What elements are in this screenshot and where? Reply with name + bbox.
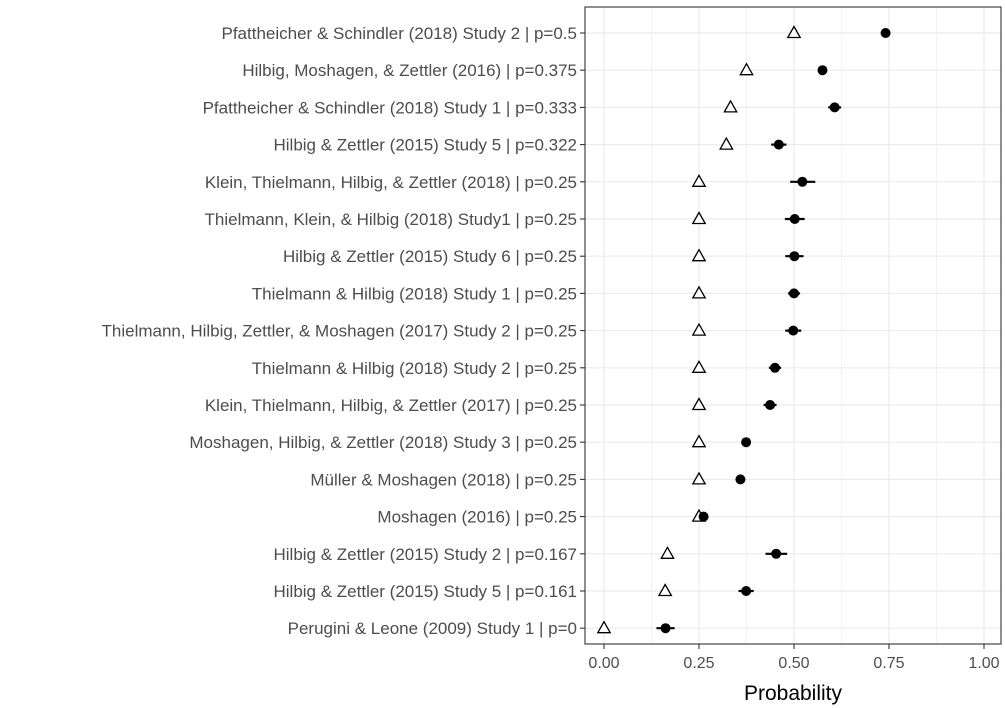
category-label: Müller & Moshagen (2018) | p=0.25 [310,470,577,489]
category-label: Hilbig & Zettler (2015) Study 5 | p=0.32… [273,136,577,155]
estimate-point [735,474,746,485]
category-label: Thielmann, Hilbig, Zettler, & Moshagen (… [102,322,578,341]
x-axis-ticks: 0.00 0.25 0.50 0.75 1.00 [588,644,1000,672]
category-label: Thielmann & Hilbig (2018) Study 1 | p=0.… [252,284,577,303]
estimate-point [829,102,840,113]
baseline-triangle [723,99,738,113]
x-tick-label: 0.25 [683,655,714,672]
estimate-point [773,139,784,150]
estimate-point [698,511,709,522]
estimate-point [797,176,808,187]
baseline-triangle [691,322,707,336]
baseline-triangle [691,434,707,448]
category-label: Thielmann, Klein, & Hilbig (2018) Study1… [205,210,578,229]
estimate-point [741,586,752,596]
estimate-point [880,28,891,38]
baseline-triangle [691,471,707,485]
estimate-point [741,437,752,448]
category-label: Klein, Thielmann, Hilbig, & Zettler (201… [205,396,577,415]
category-label: Pfattheicher & Schindler (2018) Study 1 … [203,98,577,117]
baseline-triangle [691,285,707,299]
baseline-triangle [739,62,754,76]
baseline-triangle [691,397,707,411]
category-label: Thielmann & Hilbig (2018) Study 2 | p=0.… [252,359,577,378]
category-label: Moshagen (2016) | p=0.25 [377,508,577,527]
baseline-triangle [719,136,734,150]
estimate-point [770,362,780,373]
estimate-point [789,214,800,224]
baseline-triangle [691,211,707,225]
baseline-triangle [691,173,707,187]
x-tick-label: 1.00 [968,655,999,672]
category-label: Hilbig & Zettler (2015) Study 5 | p=0.16… [273,582,577,601]
estimate-point [817,65,828,76]
estimate-point [788,325,799,336]
data-marks [596,25,891,634]
category-label: Hilbig & Zettler (2015) Study 2 | p=0.16… [273,545,577,564]
panel-border [584,6,1002,645]
category-labels: Pfattheicher & Schindler (2018) Study 2 … [102,24,585,638]
panel-background [585,7,1001,644]
category-label: Perugini & Leone (2009) Study 1 | p=0 [288,619,577,638]
x-tick-label: 0.50 [778,655,809,672]
estimate-point [771,548,782,559]
baseline-triangle [657,583,673,597]
category-label: Pfattheicher & Schindler (2018) Study 2 … [222,24,578,43]
baseline-triangle [786,25,802,39]
estimate-point [789,288,799,299]
x-tick-label: 0.75 [873,655,904,672]
estimate-point [765,400,776,410]
category-label: Moshagen, Hilbig, & Zettler (2018) Study… [189,433,577,452]
baseline-triangle [660,545,675,559]
baseline-triangle [691,248,707,262]
estimate-point [789,251,800,262]
x-tick-label: 0.00 [588,655,619,672]
category-label: Hilbig, Moshagen, & Zettler (2016) | p=0… [242,61,577,80]
baseline-triangle [596,620,612,634]
category-label: Klein, Thielmann, Hilbig, & Zettler (201… [205,173,577,192]
x-axis-title: Probability [744,682,843,705]
baseline-triangle [691,359,707,373]
category-label: Hilbig & Zettler (2015) Study 6 | p=0.25 [283,247,577,266]
estimate-point [660,623,671,634]
